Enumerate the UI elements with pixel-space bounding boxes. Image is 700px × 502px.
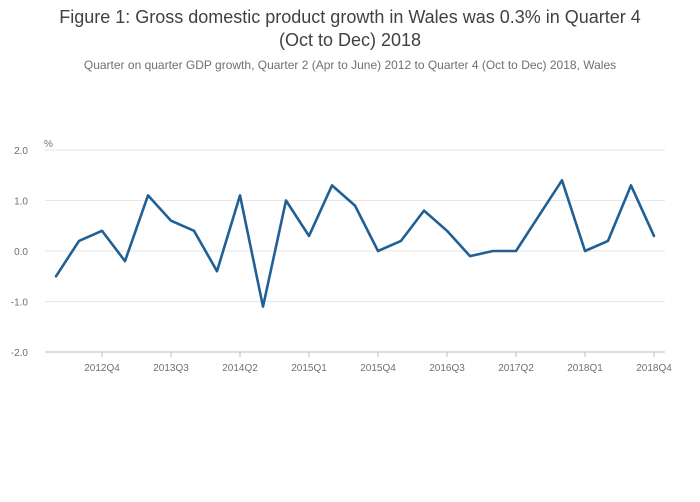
y-axis: 2.0 1.0 0.0 -1.0 -2.0%: [11, 139, 53, 359]
x-tick-label: 2015Q1: [291, 363, 327, 374]
chart-title-line-1: Figure 1: Gross domestic product growth …: [59, 7, 641, 27]
x-tick-label: 2012Q4: [84, 363, 120, 374]
x-tick-label: 2018Q4: [636, 363, 672, 374]
chart-title-line-2: (Oct to Dec) 2018: [278, 30, 422, 50]
y-tick-label: 1.0: [14, 197, 28, 208]
y-tick-label: 0.0: [14, 247, 28, 258]
x-axis: 2012Q4 2013Q3 2014Q2 2015Q1 2015Q4 2016Q3 2017…: [84, 352, 672, 374]
series-line: [54, 179, 656, 308]
x-tick-label: 2013Q3: [153, 363, 189, 374]
x-tick-label: 2017Q2: [498, 363, 534, 374]
x-tick-label: 2018Q1: [567, 363, 603, 374]
chart-subtitle: Quarter on quarter GDP growth, Quarter 2…: [83, 58, 617, 72]
series-layer: [54, 179, 656, 308]
y-axis-label: %: [44, 139, 53, 150]
y-tick-label: -2.0: [11, 348, 29, 359]
chart-title: Figure 1: Gross domestic product growth …: [0, 6, 700, 52]
x-tick-label: 2015Q4: [360, 363, 396, 374]
y-tick-label: -1.0: [11, 298, 29, 309]
gridlines: [45, 149, 665, 353]
x-tick-label: 2016Q3: [429, 363, 465, 374]
y-tick-label: 2.0: [14, 146, 28, 157]
x-tick-label: 2014Q2: [222, 363, 258, 374]
